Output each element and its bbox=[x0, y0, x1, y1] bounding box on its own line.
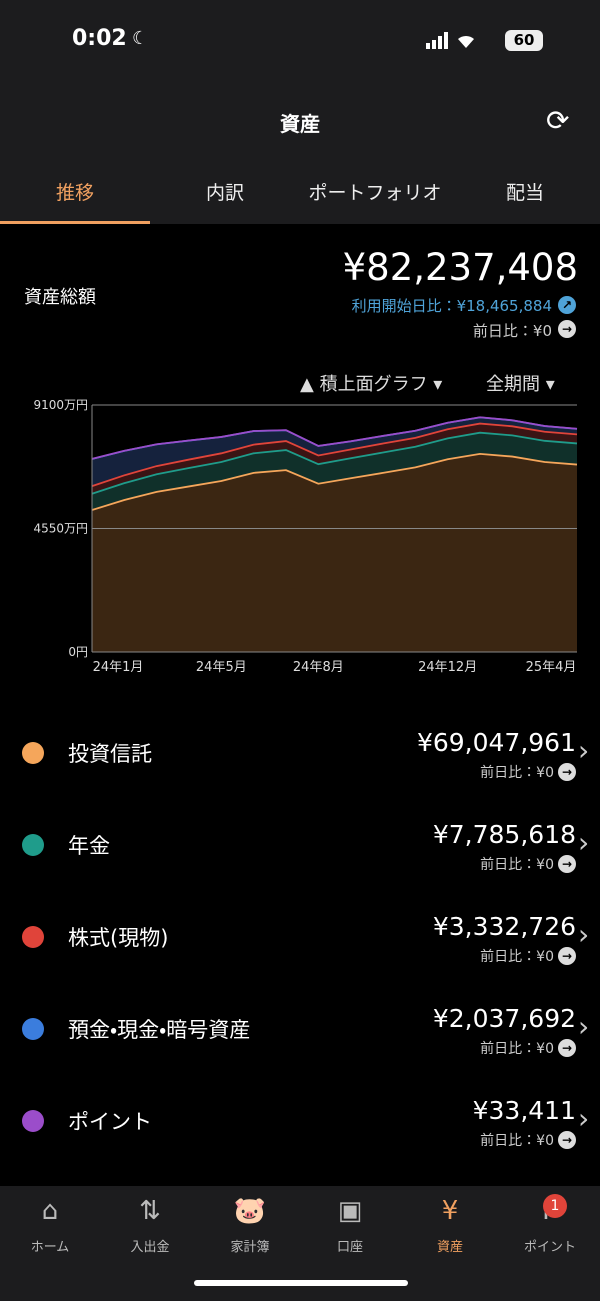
asset-day-change: 前日比：¥0 bbox=[480, 1041, 554, 1057]
x-tick-label: 25年4月 bbox=[526, 660, 577, 675]
asset-day-icon: → bbox=[558, 763, 576, 781]
asset-name: 年金 bbox=[68, 834, 110, 858]
y-tick-label: 9100万円 bbox=[33, 398, 88, 412]
chevron: › bbox=[578, 918, 590, 951]
header-bg bbox=[0, 0, 600, 224]
asset-amount: ¥2,037,692 bbox=[432, 1004, 576, 1033]
nav-label[interactable]: 家計簿 bbox=[230, 1240, 270, 1255]
series-line bbox=[91, 422, 578, 488]
chevron: › bbox=[578, 826, 590, 859]
nav-label[interactable]: ポイント bbox=[523, 1240, 576, 1255]
status-icons bbox=[426, 32, 474, 49]
asset-dot bbox=[22, 742, 44, 764]
nav-label[interactable]: 口座 bbox=[336, 1240, 363, 1255]
nav-icon[interactable]: 🐷 bbox=[233, 1196, 267, 1226]
nav-label[interactable]: 資産 bbox=[436, 1240, 463, 1255]
asset-amount: ¥7,785,618 bbox=[432, 820, 576, 849]
x-tick-label: 24年12月 bbox=[418, 660, 477, 675]
asset-name: 預金・現金・暗号資産 bbox=[68, 1018, 251, 1042]
series-line bbox=[91, 416, 578, 460]
home-indicator bbox=[194, 1280, 408, 1286]
chevron: › bbox=[578, 1010, 590, 1043]
asset-amount: ¥69,047,961 bbox=[416, 728, 576, 757]
asset-dot bbox=[22, 1018, 44, 1040]
nav-icon[interactable]: ▣ bbox=[337, 1196, 363, 1226]
nav-label[interactable]: ホーム bbox=[30, 1240, 70, 1255]
asset-day-change: 前日比：¥0 bbox=[480, 765, 554, 781]
tab[interactable]: ポートフォリオ bbox=[308, 182, 442, 204]
asset-amount: ¥3,332,726 bbox=[432, 912, 576, 941]
nav-label[interactable]: 入出金 bbox=[130, 1240, 170, 1255]
nav-badge: 1 bbox=[543, 1194, 567, 1218]
asset-name: ポイント bbox=[68, 1110, 152, 1134]
nav-icon[interactable]: ⌂ bbox=[41, 1196, 59, 1226]
asset-day-icon: → bbox=[558, 947, 576, 965]
nav-icon[interactable]: ¥ bbox=[441, 1196, 459, 1226]
period-select[interactable]: 全期間 ▾ bbox=[486, 374, 555, 395]
chart: 0円 4550万円 9100万円 24年1月 24年5月 24年8月 24年12月 25年4月 bbox=[33, 398, 578, 675]
asset-dot bbox=[22, 1110, 44, 1132]
asset-dot bbox=[22, 834, 44, 856]
asset-day-icon: → bbox=[558, 1039, 576, 1057]
tab[interactable]: 推移 bbox=[55, 182, 94, 204]
asset-day-icon: → bbox=[558, 1131, 576, 1149]
chevron: › bbox=[578, 734, 590, 767]
series-line bbox=[91, 452, 578, 511]
moon-icon: ☾ bbox=[132, 28, 149, 49]
refresh-button[interactable]: ⟳ bbox=[546, 104, 570, 137]
asset-day-icon: → bbox=[558, 855, 576, 873]
asset-name: 投資信託 bbox=[68, 742, 152, 766]
day-change: 前日比：¥0 bbox=[472, 322, 552, 340]
x-tick-label: 24年8月 bbox=[293, 660, 344, 675]
asset-day-change: 前日比：¥0 bbox=[480, 949, 554, 965]
series-area bbox=[92, 423, 577, 494]
summary-label: 資産総額 bbox=[24, 287, 96, 308]
graph-type: 積上面グラフ bbox=[319, 374, 428, 395]
since-start: 利用開始日比：¥18,465,884 bbox=[351, 297, 552, 315]
since-start-icon: ↗ bbox=[558, 296, 576, 314]
status-time: 0:02 bbox=[72, 26, 127, 51]
tab-indicator bbox=[0, 221, 150, 224]
nav-icon[interactable]: ⇅ bbox=[139, 1196, 161, 1226]
series-area bbox=[92, 453, 577, 652]
x-tick-label: 24年1月 bbox=[93, 660, 144, 675]
chevron: › bbox=[578, 1102, 590, 1135]
graph-type-select[interactable]: ▲ 積上面グラフ ▾ bbox=[300, 374, 443, 395]
day-change-icon: → bbox=[558, 320, 576, 338]
x-tick-label: 24年5月 bbox=[196, 660, 247, 675]
tab[interactable]: 配当 bbox=[505, 182, 544, 204]
period: 全期間 bbox=[486, 374, 540, 395]
tab[interactable]: 内訳 bbox=[205, 182, 244, 204]
asset-name: 株式(現物) bbox=[68, 926, 169, 950]
page-title: 資産 bbox=[280, 112, 320, 136]
asset-dot bbox=[22, 926, 44, 948]
total-amount: ¥82,237,408 bbox=[342, 246, 578, 289]
asset-day-change: 前日比：¥0 bbox=[480, 857, 554, 873]
asset-amount: ¥33,411 bbox=[472, 1096, 576, 1125]
series-area bbox=[92, 432, 577, 511]
y-tick-label: 4550万円 bbox=[33, 522, 88, 536]
y-tick-label: 0円 bbox=[68, 645, 88, 659]
series-line bbox=[91, 431, 578, 495]
asset-day-change: 前日比：¥0 bbox=[480, 1133, 554, 1149]
battery: 60 bbox=[505, 30, 543, 51]
